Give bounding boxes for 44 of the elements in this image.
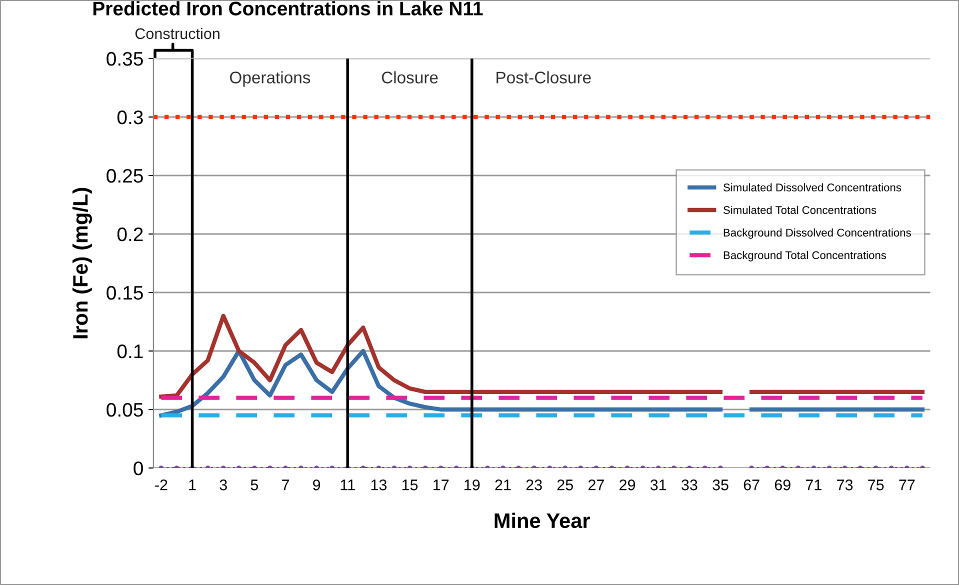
x-tick-label: 15: [402, 480, 418, 490]
x-tick-label: 31: [650, 480, 666, 490]
y-tick-label: 0: [134, 461, 143, 476]
x-tick-label: 27: [588, 480, 604, 490]
x-tick-label: 11: [340, 480, 355, 490]
x-tick-label: -2: [155, 480, 168, 490]
y-tick-label: 0.2: [117, 227, 143, 242]
x-tick-label: 19: [464, 480, 480, 490]
x-tick-label: 77: [899, 480, 915, 490]
x-axis-title: Mine Year: [494, 512, 590, 528]
y-tick-label: 0.05: [106, 402, 143, 417]
ref-line-label: Operations: [230, 71, 310, 87]
x-tick-label: 75: [868, 480, 884, 490]
legend-label: Simulated Dissolved Concentrations: [723, 183, 902, 192]
y-tick-label: 0.15: [106, 286, 143, 300]
x-tick-label: 13: [371, 480, 387, 490]
x-tick-label: 3: [220, 480, 227, 490]
ref-line-label: Closure: [382, 71, 438, 84]
ref-line-label: Post-Closure: [496, 71, 591, 84]
y-tick-label: 0.25: [106, 168, 143, 183]
x-tick-label: 29: [620, 480, 636, 490]
x-tick-label: 1: [189, 480, 196, 490]
x-tick-label: 71: [806, 480, 822, 490]
x-tick-label: 69: [774, 480, 790, 490]
chart-title: Predicted Iron Concentrations in Lake N11: [93, 1, 483, 16]
legend-label: Background Total Concentrations: [724, 250, 886, 262]
text: Construction: [135, 28, 220, 40]
y-tick-label: 0.35: [106, 52, 143, 66]
legend-label: Background Dissolved Concentrations: [724, 228, 911, 239]
y-tick-label: 0.1: [117, 344, 143, 358]
x-tick-label: 35: [712, 480, 728, 490]
x-tick-label: 73: [837, 480, 853, 490]
x-tick-label: 25: [557, 480, 573, 490]
x-tick-label: 5: [250, 480, 258, 490]
x-tick-label: 21: [495, 480, 511, 490]
y-axis-title: Iron (Fe) (mg/L): [72, 188, 92, 338]
x-tick-label: 9: [313, 480, 320, 490]
x-tick-label: 33: [682, 480, 698, 490]
legend-label: Simulated Total Concentrations: [723, 206, 876, 214]
y-tick-label: 0.3: [117, 110, 143, 124]
x-tick-label: 23: [526, 480, 542, 490]
x-tick-label: 7: [282, 480, 289, 490]
x-tick-label: 17: [434, 480, 449, 490]
x-tick-label: 67: [744, 480, 760, 490]
